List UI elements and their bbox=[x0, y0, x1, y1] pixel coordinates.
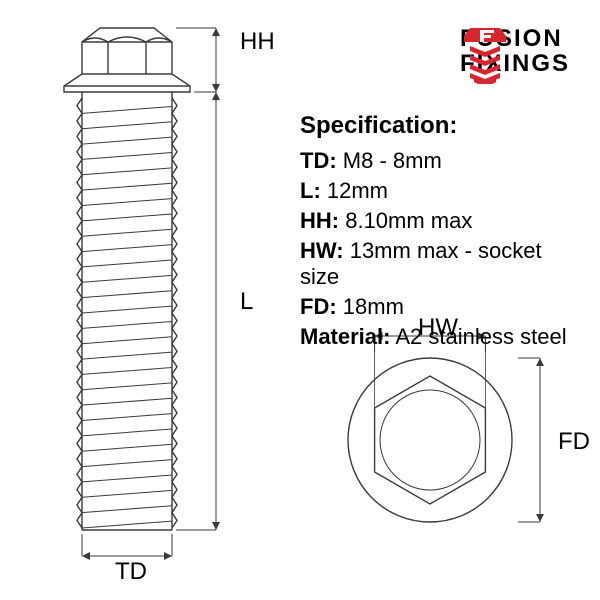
spec-key: Material: bbox=[300, 324, 390, 349]
spec-row: TD: M8 - 8mm bbox=[300, 148, 576, 174]
label-hw: HW bbox=[418, 314, 458, 342]
label-td: TD bbox=[115, 558, 147, 586]
spec-key: FD: bbox=[300, 294, 337, 319]
spec-value: A2 stainless steel bbox=[390, 324, 566, 349]
spec-value: 8.10mm max bbox=[339, 208, 472, 233]
spec-key: HH: bbox=[300, 208, 339, 233]
spec-row: L: 12mm bbox=[300, 178, 576, 204]
label-fd: FD bbox=[558, 428, 590, 456]
label-l: L bbox=[240, 288, 253, 316]
screw-icon bbox=[460, 26, 510, 84]
spec-row: HH: 8.10mm max bbox=[300, 208, 576, 234]
brand-logo: FUSION FIXINGS bbox=[460, 26, 570, 76]
spec-key: L: bbox=[300, 178, 321, 203]
spec-key: TD: bbox=[300, 148, 337, 173]
spec-key: HW: bbox=[300, 238, 344, 263]
spec-row: HW: 13mm max - socket size bbox=[300, 238, 576, 290]
diagram-canvas: FUSION FIXINGS Specification: TD: M8 - 8… bbox=[0, 0, 600, 600]
spec-title: Specification: bbox=[300, 112, 576, 140]
label-hh: HH bbox=[240, 28, 275, 56]
spec-value: M8 - 8mm bbox=[337, 148, 442, 173]
spec-value: 12mm bbox=[321, 178, 388, 203]
spec-value: 18mm bbox=[337, 294, 404, 319]
